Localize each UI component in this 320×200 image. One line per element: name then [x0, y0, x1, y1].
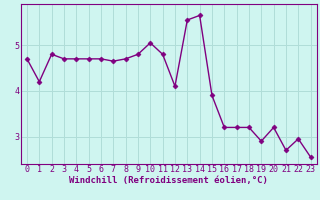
X-axis label: Windchill (Refroidissement éolien,°C): Windchill (Refroidissement éolien,°C) [69, 176, 268, 185]
